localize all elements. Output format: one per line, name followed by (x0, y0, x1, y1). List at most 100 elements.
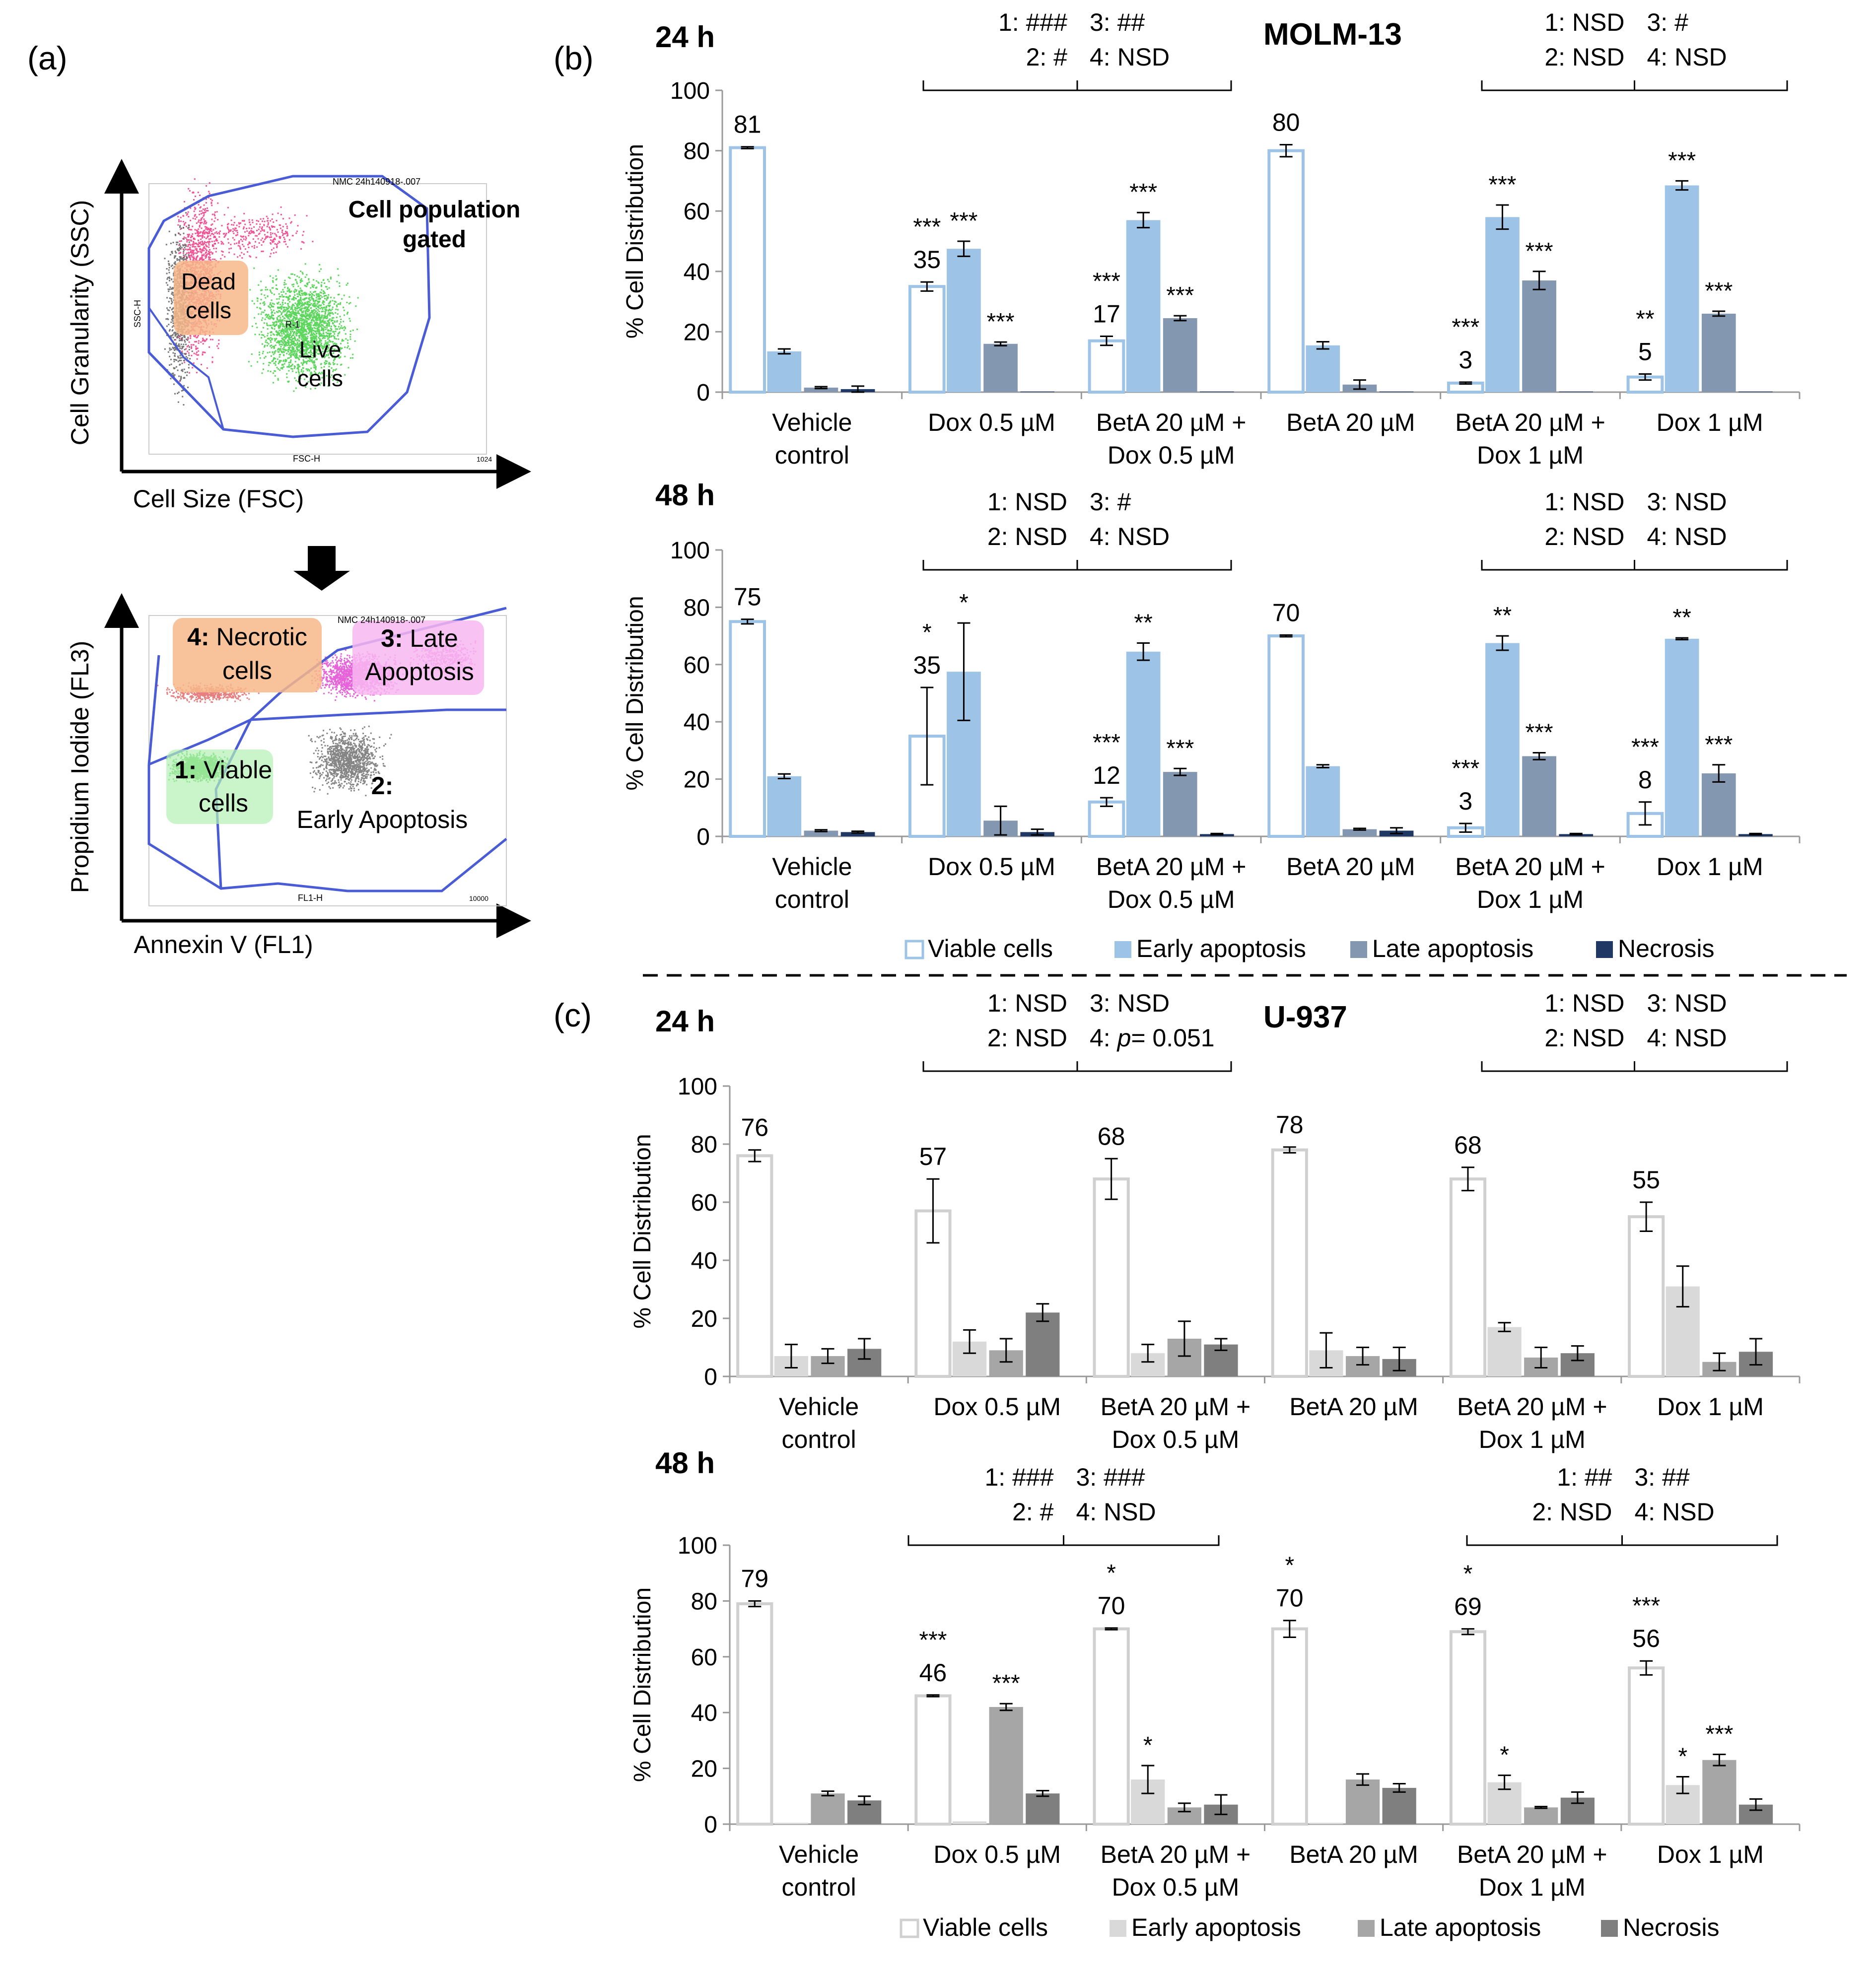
late-apoptosis-label: 3: Late Apoptosis (365, 624, 474, 685)
y-tick-label: 0 (704, 1812, 717, 1838)
category-label: Dox 0.5 µM (928, 409, 1055, 436)
viable-value-label: 70 (1272, 599, 1300, 626)
y-axis-label: % Cell Distribution (629, 1134, 656, 1328)
viable-value-label: 81 (734, 111, 762, 138)
category-label: BetA 20 µM + (1101, 1393, 1251, 1421)
y-tick-label: 60 (684, 199, 710, 225)
chart-molm13-48h: 48 h 0 20 40 60 80 100 % Cell Distribution Vehic… (622, 478, 1801, 913)
viable-label: 1: Viable cells (175, 756, 272, 817)
bar-early-apoptosis (1309, 1823, 1343, 1824)
category-label: Vehicle (772, 409, 852, 436)
y-tick-label: 100 (678, 1533, 717, 1559)
category-label: BetA 20 µM (1289, 1841, 1418, 1868)
significance-mark: *** (1488, 172, 1516, 198)
comparison-stat: 3: ## (1090, 8, 1145, 36)
fsc-ssc-scatter: Dead cells Live cells Cell population gated… (66, 159, 531, 513)
chart-u937-48h: 48 h 0 20 40 60 80 100 % Cell Distribution Vehic… (629, 1446, 1801, 1901)
comparison-stat: 2: NSD (987, 523, 1067, 550)
viable-value-label: 55 (1632, 1166, 1660, 1194)
bar-viable-cells (729, 620, 766, 838)
bar-late-apoptosis (1342, 829, 1377, 836)
category-label: Vehicle (779, 1841, 859, 1868)
viable-value-label: 75 (734, 583, 762, 611)
bar-early-apoptosis (1665, 638, 1699, 836)
legend-swatch (1601, 1920, 1618, 1937)
y-tick-label: 0 (696, 380, 710, 406)
category-label: BetA 20 µM + (1101, 1841, 1251, 1868)
y-tick-label: 40 (691, 1700, 717, 1726)
bar-necrosis (1382, 1787, 1416, 1824)
viable-value-label: 35 (913, 651, 941, 679)
panel-b-label: (b) (554, 40, 594, 76)
viable-value-label: 3 (1459, 787, 1472, 815)
category-label: Dox 0.5 µM (928, 853, 1055, 881)
gate-r1-edge (148, 307, 224, 430)
significance-mark: ** (1636, 306, 1654, 333)
viable-value-label: 80 (1272, 108, 1300, 136)
u937-title: U-937 (1263, 1000, 1347, 1034)
scatter2-file-name: NMC 24h140918-.007 (338, 615, 425, 625)
bar-early-apoptosis (774, 1823, 809, 1824)
comparison-stat: 3: NSD (1647, 488, 1727, 516)
significance-mark: *** (1705, 1721, 1733, 1748)
legend-molm13: Viable cells Early apoptosis Late apoptosi… (904, 935, 1714, 962)
panel-a: (a) Dead cells Live cells Cell population g… (27, 40, 531, 958)
y-tick-label: 20 (691, 1756, 717, 1782)
category-label: Dox 0.5 µM (933, 1841, 1061, 1868)
y-tick-label: 80 (691, 1588, 717, 1615)
significance-mark: *** (919, 1627, 947, 1653)
bar-viable-cells (729, 146, 766, 394)
bar-early-apoptosis (1485, 217, 1520, 392)
significance-mark: ** (1134, 610, 1152, 636)
bar-early-apoptosis (947, 249, 981, 392)
time-label: 24 h (655, 20, 715, 54)
bar-early-apoptosis (1485, 643, 1520, 836)
comparison-bracket (922, 80, 1232, 91)
comparison-stat: 3: # (1090, 488, 1131, 516)
significance-mark: * (1143, 1732, 1153, 1759)
viable-value-label: 69 (1454, 1593, 1482, 1621)
comparison-stat: 3: ## (1635, 1463, 1690, 1491)
necrotic-box (173, 618, 322, 692)
category-label: Dox 1 µM (1657, 1393, 1764, 1421)
y-tick-label: 20 (684, 767, 710, 793)
scatter1-file-name: NMC 24h140918-.007 (333, 177, 420, 187)
viable-value-label: 68 (1454, 1131, 1482, 1159)
significance-mark: * (959, 590, 969, 616)
category-label: BetA 20 µM + (1457, 1841, 1607, 1868)
legend-swatch (900, 1918, 919, 1938)
scatter1-inner-yaxis: SSC-H (133, 300, 142, 328)
panel-c-label: (c) (554, 997, 592, 1033)
gate-r1-polygon (147, 175, 431, 438)
y-tick-label: 100 (670, 78, 710, 104)
bar-late-apoptosis (983, 343, 1018, 392)
bar-late-apoptosis (804, 387, 838, 392)
significance-mark: ** (1672, 605, 1691, 631)
category-label: Dox 0.5 µM (1108, 886, 1235, 913)
bar-late-apoptosis (1701, 773, 1736, 836)
viable-value-label: 35 (913, 246, 941, 273)
early-apoptosis-label: 2: Early Apoptosis (297, 772, 468, 833)
y-tick-label: 20 (691, 1306, 717, 1332)
time-label: 24 h (655, 1005, 715, 1038)
bar-early-apoptosis (1306, 345, 1340, 392)
bar-late-apoptosis (804, 830, 838, 836)
comparison-stat: 4: NSD (1076, 1498, 1156, 1526)
legend-label: Late apoptosis (1380, 1913, 1541, 1941)
comparison-stat: 4: NSD (1647, 43, 1727, 71)
comparison-bracket (1481, 560, 1788, 571)
comparison-stat: 1: NSD (987, 488, 1067, 516)
comparison-stat: 1: NSD (1544, 989, 1624, 1017)
legend-label: Early apoptosis (1136, 935, 1306, 962)
comparison-stat: 1: NSD (1544, 8, 1624, 36)
viable-value-label: 56 (1632, 1625, 1660, 1652)
y-tick-label: 80 (684, 138, 710, 165)
scatter1-inner-xaxis: FSC-H (293, 454, 320, 464)
bar-viable-cells (1088, 339, 1125, 394)
dead-cells-box (174, 261, 248, 335)
category-label: BetA 20 µM + (1455, 409, 1605, 436)
necrotic-label: 4: Necrotic cells (187, 623, 307, 684)
significance-mark: *** (1668, 147, 1696, 174)
comparison-stat: 4: p= 0.051 (1090, 1024, 1215, 1052)
